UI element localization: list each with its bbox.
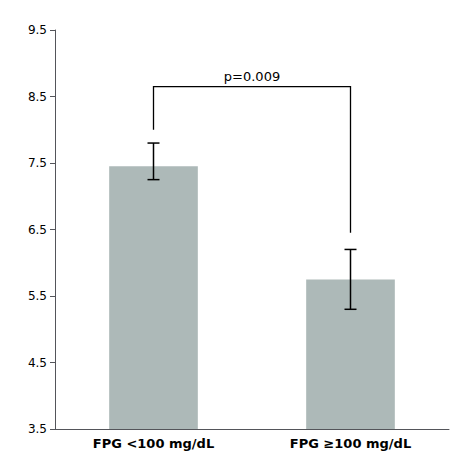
svg-text:3.5: 3.5 — [28, 422, 47, 436]
svg-text:6.5: 6.5 — [28, 223, 47, 237]
svg-text:5.5: 5.5 — [28, 289, 47, 303]
svg-text:8.5: 8.5 — [28, 90, 47, 104]
svg-text:FPG <100 mg/dL: FPG <100 mg/dL — [93, 436, 214, 451]
svg-text:9.5: 9.5 — [28, 23, 47, 37]
svg-text:p=0.009: p=0.009 — [224, 69, 280, 84]
svg-text:7.5: 7.5 — [28, 156, 47, 170]
svg-text:4.5: 4.5 — [28, 356, 47, 370]
svg-text:FPG ≥100 mg/dL: FPG ≥100 mg/dL — [290, 436, 411, 451]
